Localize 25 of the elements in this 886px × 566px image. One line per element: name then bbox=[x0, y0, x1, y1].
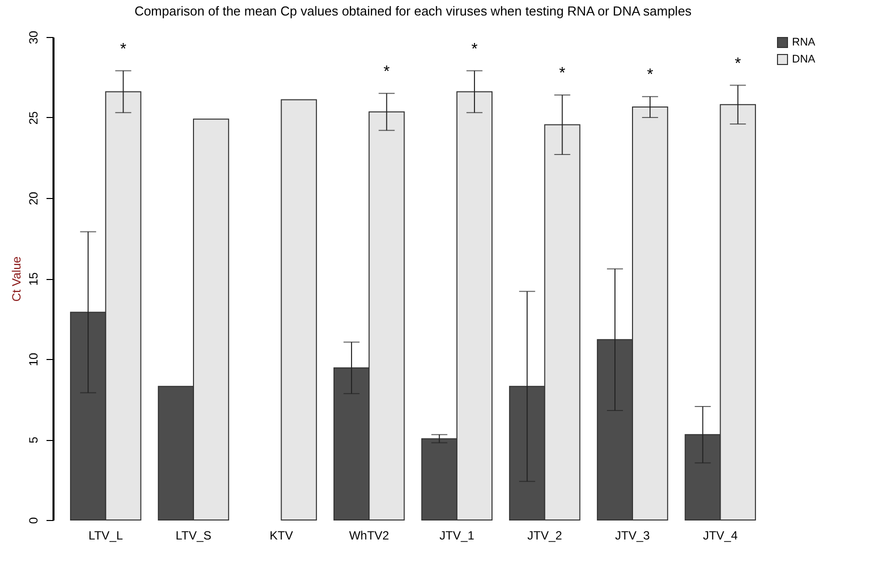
chart-title: Comparison of the mean Cp values obtained for each viruses when testing RNA or DNA samples bbox=[134, 3, 692, 18]
x-tick-label: JTV_4 bbox=[702, 528, 738, 542]
data-label: * bbox=[559, 64, 566, 82]
x-tick-label: KTV bbox=[270, 528, 293, 542]
data-label: * bbox=[120, 40, 126, 58]
y-tick-label: 15 bbox=[26, 272, 40, 286]
x-tick-label: LTV_L bbox=[88, 528, 124, 542]
y-tick-label: 0 bbox=[26, 516, 40, 524]
y-tick-label: 25 bbox=[26, 111, 40, 125]
data-label: * bbox=[734, 55, 741, 72]
x-tick-label: JTV_2 bbox=[527, 528, 562, 542]
data-label: * bbox=[384, 63, 390, 80]
y-tick-label: 30 bbox=[26, 30, 40, 44]
x-tick-label: LTV_S bbox=[176, 528, 212, 542]
y-tick-label: 10 bbox=[26, 352, 40, 366]
x-tick-label: JTV_1 bbox=[440, 528, 475, 542]
legend-label: RNA bbox=[792, 36, 816, 48]
y-axis-title: Ct Value bbox=[10, 256, 24, 302]
data-label: * bbox=[646, 66, 654, 84]
legend-label: DNA bbox=[792, 54, 816, 66]
x-tick-label: JTV_3 bbox=[615, 528, 650, 542]
y-tick-label: 20 bbox=[26, 192, 40, 206]
data-label: * bbox=[471, 40, 478, 58]
y-tick-label: 5 bbox=[26, 436, 40, 444]
x-tick-label: WhTV2 bbox=[349, 528, 390, 542]
